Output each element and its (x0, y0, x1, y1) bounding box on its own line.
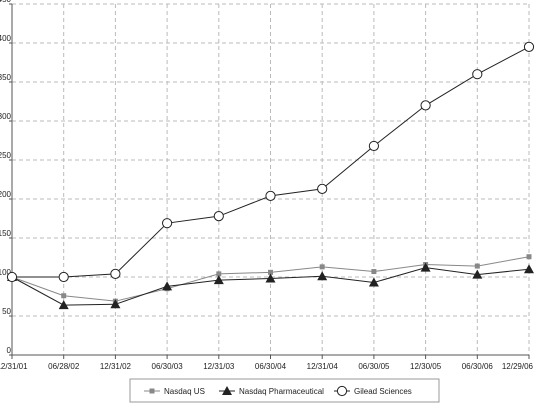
data-point-nasdaq-pharmaceutical (472, 269, 483, 279)
y-tick-label: 350 (0, 73, 12, 82)
y-axis-ticks: 0 50 100 150 200 250 300 350 400 450 (0, 0, 12, 356)
data-point-gilead-sciences (162, 218, 173, 229)
legend-marker-nasdaq-us (149, 388, 155, 394)
y-tick-label: 0 (7, 346, 12, 355)
data-point-nasdaq-pharmaceutical (420, 262, 431, 272)
data-point-gilead-sciences (265, 190, 276, 201)
y-tick-label: 100 (0, 268, 12, 277)
legend-label-nasdaq-pharmaceutical: Nasdaq Pharmaceutical (239, 387, 324, 396)
data-point-gilead-sciences (420, 100, 431, 111)
data-point-nasdaq-us (526, 254, 532, 260)
data-point-gilead-sciences (472, 69, 483, 80)
x-tick-label: 12/31/01 (0, 362, 28, 371)
y-tick-label: 200 (0, 190, 12, 199)
data-point-gilead-sciences (6, 271, 18, 283)
data-point-gilead-sciences (110, 268, 121, 279)
legend-label-nasdaq-us: Nasdaq US (164, 387, 205, 396)
data-point-gilead-sciences (213, 211, 224, 222)
legend: Nasdaq US Nasdaq Pharmaceutical Gilead Sci… (129, 378, 440, 403)
data-point-gilead-sciences (368, 140, 379, 152)
legend-box (129, 378, 440, 403)
data-point-nasdaq-pharmaceutical (317, 271, 328, 281)
series-markers (6, 41, 535, 310)
data-point-nasdaq-us (371, 269, 377, 275)
y-tick-label: 400 (0, 34, 12, 43)
y-tick-label: 450 (0, 0, 12, 4)
data-point-nasdaq-pharmaceutical (110, 299, 121, 309)
x-tick-label: 06/30/05 (358, 362, 390, 371)
data-point-nasdaq-us (268, 269, 273, 275)
data-point-nasdaq-us (474, 263, 480, 269)
data-point-gilead-sciences (58, 271, 69, 283)
data-point-nasdaq-pharmaceutical (58, 300, 69, 310)
data-point-nasdaq-pharmaceutical (213, 275, 224, 285)
x-tick-label: 06/30/06 (462, 362, 494, 371)
x-tick-label: 12/31/03 (203, 362, 235, 371)
legend-marker-gilead-sciences (336, 385, 348, 397)
y-tick-label: 50 (2, 307, 11, 316)
data-point-nasdaq-pharmaceutical (524, 264, 534, 274)
x-tick-label: 06/28/02 (48, 362, 80, 371)
x-tick-label: 12/31/02 (100, 362, 132, 371)
x-tick-label: 06/30/04 (255, 362, 287, 371)
data-point-gilead-sciences (523, 41, 535, 53)
data-point-nasdaq-us (216, 271, 222, 277)
data-point-nasdaq-pharmaceutical (368, 277, 379, 287)
legend-label-gilead-sciences: Gilead Sciences (354, 387, 412, 396)
x-tick-label: 12/29/06 (502, 362, 534, 371)
grid-lines (12, 3, 530, 355)
data-point-nasdaq-us (61, 293, 67, 299)
data-point-nasdaq-us (319, 264, 325, 270)
data-point-nasdaq-pharmaceutical (265, 273, 276, 283)
y-tick-label: 250 (0, 151, 12, 160)
x-tick-label: 06/30/03 (152, 362, 184, 371)
x-axis-ticks: 12/31/01 06/28/02 12/31/02 06/30/03 12/31/03… (0, 355, 534, 371)
legend-marker-nasdaq-pharmaceutical (222, 386, 232, 395)
y-tick-label: 300 (0, 112, 12, 121)
data-point-nasdaq-pharmaceutical (162, 281, 173, 291)
x-tick-label: 12/30/05 (410, 362, 442, 371)
x-tick-label: 12/31/04 (307, 362, 339, 371)
y-tick-label: 150 (0, 229, 12, 238)
data-point-gilead-sciences (317, 183, 328, 194)
